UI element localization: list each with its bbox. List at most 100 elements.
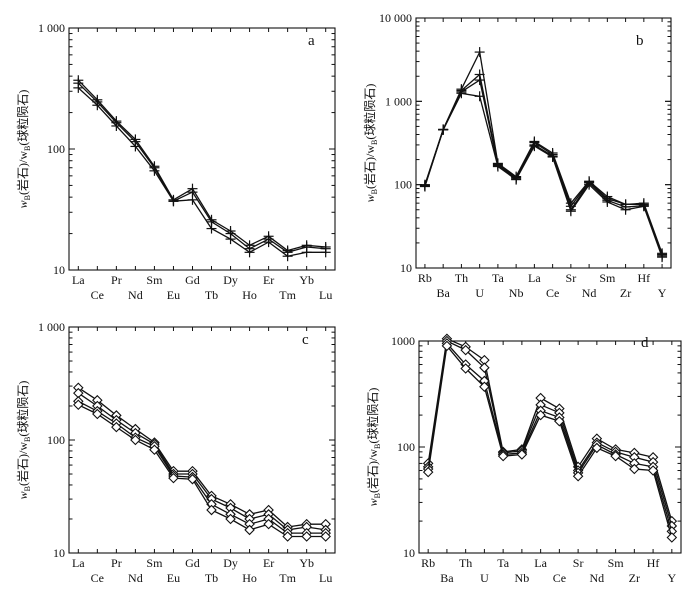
x-tick-label-yb: Yb — [299, 556, 314, 570]
y-tick-label: 10 — [400, 261, 412, 275]
plot-frame — [418, 340, 682, 554]
x-tick-label-lu: Lu — [319, 288, 332, 302]
x-tick-label-sm: Sm — [608, 556, 625, 570]
x-tick-label-th: Th — [459, 556, 472, 570]
data-point-plus — [456, 88, 467, 99]
data-point-diamond — [149, 444, 160, 456]
data-point-diamond — [610, 450, 621, 462]
x-tick-label-er: Er — [263, 273, 274, 287]
x-tick-label-sr: Sr — [573, 556, 584, 570]
plot-frame — [68, 326, 336, 554]
y-tick-label: 100 — [47, 433, 65, 447]
data-point-diamond — [187, 473, 198, 485]
x-tick-label-gd: Gd — [185, 273, 200, 287]
data-point-plus — [168, 196, 179, 207]
data-point-diamond — [206, 504, 217, 516]
data-point-plus — [474, 75, 485, 86]
data-point-plus — [282, 251, 293, 262]
data-point-plus — [244, 247, 255, 258]
data-point-plus — [584, 179, 595, 190]
data-point-diamond — [460, 344, 471, 356]
data-point-diamond — [591, 442, 603, 454]
y-tick-label: 10 — [53, 546, 65, 560]
series-line-sample-2 — [77, 82, 326, 254]
x-tick-label-tb: Tb — [205, 571, 218, 585]
series-line-sample-1 — [77, 79, 326, 252]
y-tick-label: 1 000 — [38, 21, 65, 35]
x-tick-label-lu: Lu — [319, 571, 332, 585]
x-tick-label-er: Er — [263, 556, 274, 570]
panel-label: d — [641, 335, 649, 351]
x-tick-label-hf: Hf — [647, 556, 660, 570]
data-point-plus — [511, 174, 522, 185]
y-tick-label: 100 — [397, 440, 415, 454]
data-point-plus — [474, 47, 485, 58]
data-point-plus — [187, 194, 198, 205]
x-tick-label-ta: Ta — [492, 271, 504, 285]
x-tick-label-ta: Ta — [497, 556, 509, 570]
x-tick-label-tm: Tm — [279, 288, 296, 302]
y-tick-label: 1 000 — [38, 320, 65, 334]
data-point-plus — [206, 223, 217, 234]
series-line-sample-4 — [427, 344, 673, 538]
data-point-plus — [620, 204, 631, 215]
data-point-diamond — [460, 363, 471, 374]
plot-frame — [68, 27, 336, 271]
data-point-diamond — [422, 466, 434, 478]
panel-label: c — [302, 332, 309, 348]
data-point-diamond — [441, 340, 453, 352]
x-tick-label-yb: Yb — [299, 273, 314, 287]
data-point-diamond — [479, 381, 490, 393]
x-tick-label-sm: Sm — [146, 273, 163, 287]
x-tick-label-eu: Eu — [167, 288, 180, 302]
y-tick-label: 10 — [53, 263, 65, 277]
data-point-plus — [73, 82, 84, 93]
y-axis-label: wB(岩石)/wB(球粒陨石) — [15, 381, 32, 500]
data-point-plus — [263, 237, 274, 248]
x-tick-label-zr: Zr — [620, 286, 631, 300]
x-tick-label-th: Th — [455, 271, 468, 285]
x-tick-label-ho: Ho — [242, 288, 257, 302]
data-point-diamond — [168, 472, 179, 484]
data-point-plus — [149, 165, 160, 176]
data-point-diamond — [301, 531, 312, 542]
y-tick-label: 100 — [394, 178, 412, 192]
x-tick-label-hf: Hf — [637, 271, 650, 285]
x-tick-label-y: Y — [667, 571, 676, 585]
data-point-plus — [130, 141, 141, 152]
x-tick-label-ho: Ho — [242, 571, 257, 585]
data-point-plus — [301, 247, 312, 258]
series-line-sample-2 — [424, 73, 663, 255]
x-tick-label-la: La — [72, 273, 85, 287]
x-tick-label-ce: Ce — [546, 286, 559, 300]
x-tick-label-tb: Tb — [205, 288, 218, 302]
x-tick-label-eu: Eu — [167, 571, 180, 585]
data-point-diamond — [130, 434, 141, 446]
data-point-diamond — [244, 524, 255, 536]
series-line-sample-3 — [424, 79, 663, 257]
data-point-diamond — [572, 470, 584, 482]
y-axis-label: wB(岩石)/wB(球粒陨石) — [365, 388, 382, 507]
data-point-plus — [547, 151, 558, 162]
x-tick-label-dy: Dy — [223, 273, 238, 287]
data-point-plus — [529, 141, 540, 152]
x-tick-label-gd: Gd — [185, 556, 200, 570]
data-point-diamond — [647, 465, 659, 476]
data-point-diamond — [479, 362, 490, 373]
x-tick-label-u: U — [475, 286, 484, 300]
x-tick-label-rb: Rb — [418, 271, 432, 285]
x-tick-label-sm: Sm — [599, 271, 616, 285]
data-point-plus — [602, 196, 613, 207]
x-tick-label-y: Y — [658, 286, 667, 300]
data-point-plus — [638, 201, 649, 212]
panel-label: b — [636, 33, 644, 49]
x-tick-label-dy: Dy — [223, 556, 238, 570]
x-tick-label-la: La — [72, 556, 85, 570]
x-tick-label-nb: Nb — [515, 571, 530, 585]
y-tick-label: 10 000 — [379, 11, 412, 25]
x-tick-label-u: U — [480, 571, 489, 585]
data-point-diamond — [73, 399, 84, 411]
